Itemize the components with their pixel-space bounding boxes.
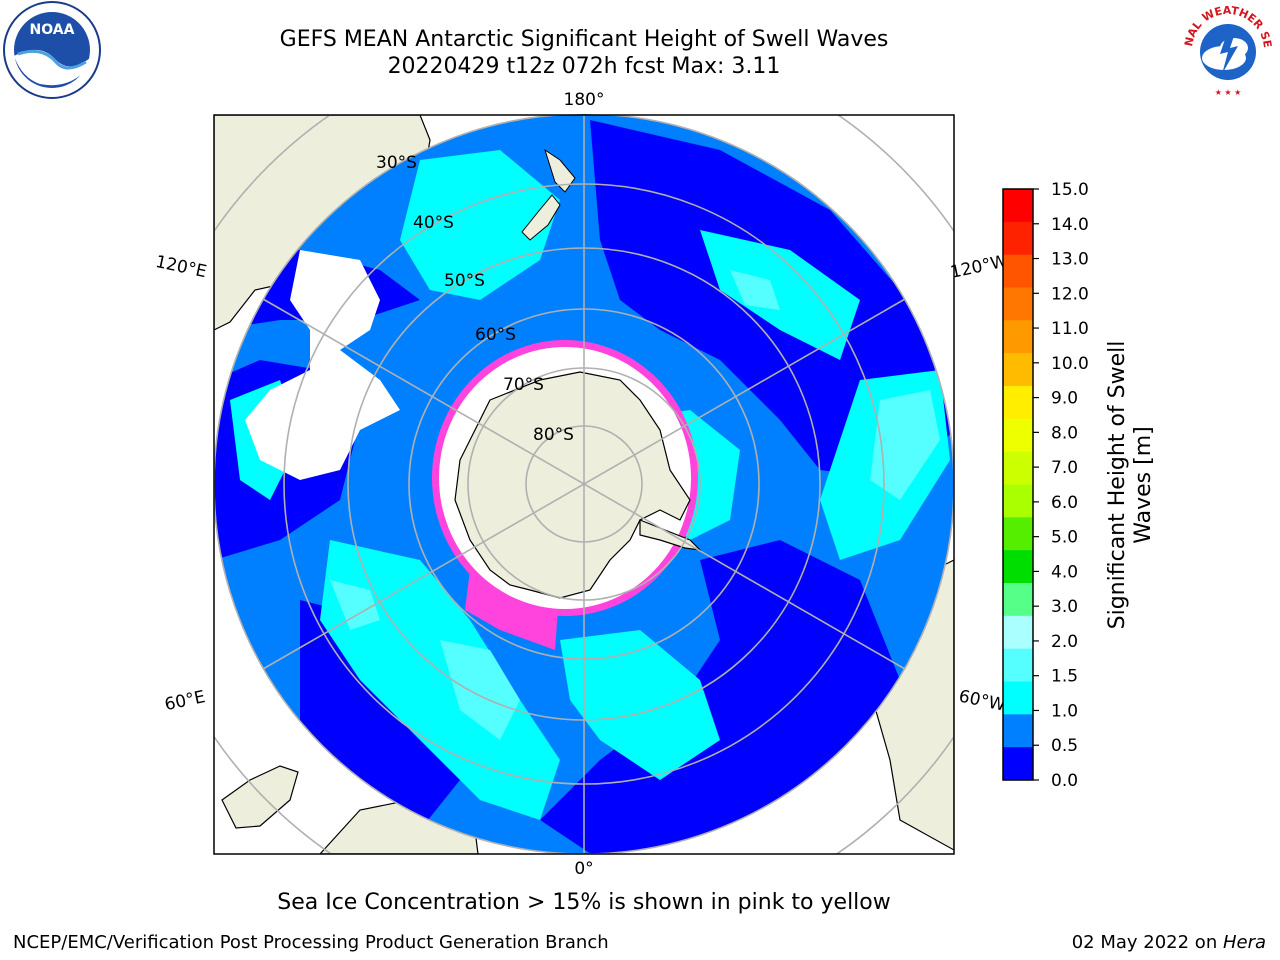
colorbar-tick-label: 4.0 [1051, 562, 1078, 582]
footer-date-text: 02 May 2022 on [1071, 932, 1223, 953]
colorbar-segment [1003, 418, 1033, 453]
colorbar-tick-label: 9.0 [1051, 389, 1078, 409]
colorbar-segment [1003, 747, 1033, 781]
colorbar-label-line2: Waves [m] [1131, 426, 1156, 543]
colorbar-segment [1003, 484, 1033, 518]
colorbar-tick-label: 15.0 [1051, 180, 1089, 200]
colorbar-tick-label: 2.0 [1051, 632, 1078, 652]
colorbar-segment [1003, 189, 1033, 223]
colorbar-tick-label: 14.0 [1051, 215, 1089, 235]
madagascar-landmass [221, 765, 299, 829]
latitude-label-30s: 30°S [376, 153, 417, 173]
footer-date: 02 May 2022 on Hera [1072, 932, 1266, 953]
colorbar-segment [1003, 254, 1033, 288]
colorbar-segment [1003, 287, 1033, 321]
antarctica-landmass [454, 371, 691, 599]
colorbar-tick-label: 11.0 [1051, 319, 1089, 339]
meridian-label-0: 0° [574, 859, 593, 879]
latitude-label-50s: 50°S [444, 271, 485, 291]
meridian-label-180: 180° [564, 90, 605, 110]
colorbar-segment [1003, 517, 1033, 551]
nws-logo: NATIONAL WEATHER SERVICE ★ ★ ★ [1178, 0, 1278, 100]
colorbar-tick-label: 7.0 [1051, 458, 1078, 478]
latitude-label-60s: 60°S [475, 325, 516, 345]
colorbar-tick-label: 6.0 [1051, 493, 1078, 513]
colorbar-segment [1003, 221, 1033, 256]
meridian-label-120e: 120°E [154, 252, 209, 282]
new-zealand-south-island [521, 194, 561, 241]
colorbar-tick-label: 8.0 [1051, 423, 1078, 443]
noaa-logo-text: NOAA [30, 22, 75, 38]
chart-title: GEFS MEAN Antarctic Significant Height o… [279, 27, 889, 52]
colorbar-frame [1002, 188, 1034, 781]
colorbar-label-line1: Significant Height of Swell [1105, 341, 1130, 630]
latitude-label-80s: 80°S [533, 425, 574, 445]
meridian-label-120w: 120°W [949, 251, 1010, 283]
map-frame [213, 114, 955, 855]
svg-text:★ ★ ★: ★ ★ ★ [1215, 88, 1242, 97]
meridian-label-60e: 60°E [163, 687, 207, 715]
footer-machine: Hera [1222, 932, 1266, 953]
chart-subtitle: 20220429 t12z 072h fcst Max: 3.11 [387, 54, 781, 79]
colorbar-segment [1003, 648, 1033, 682]
colorbar: 15.0 14.0 13.0 12.0 11.0 10.0 9.0 8.0 7.0 6.0 5.0 4… [1002, 180, 1089, 791]
colorbar-segment [1003, 681, 1033, 715]
noaa-logo: NOAA [0, 0, 104, 104]
colorbar-segment [1003, 451, 1033, 485]
colorbar-tick-label: 13.0 [1051, 250, 1089, 270]
graticule [214, 115, 954, 854]
colorbar-segment [1003, 320, 1033, 354]
colorbar-tick-label: 10.0 [1051, 354, 1089, 374]
swell-band-1-5-2-0 [330, 270, 940, 740]
colorbar-segment [1003, 550, 1033, 584]
colorbar-tick-label: 12.0 [1051, 284, 1089, 304]
colorbar-segment [1003, 583, 1033, 617]
sea-ice-note: Sea Ice Concentration > 15% is shown in … [277, 890, 891, 915]
colorbar-segment [1003, 714, 1033, 748]
meridian-label-60w: 60°W [957, 686, 1007, 715]
colorbar-tick-label: 3.0 [1051, 597, 1078, 617]
colorbar-segment [1003, 353, 1033, 387]
latitude-label-70s: 70°S [503, 375, 544, 395]
colorbar-tick-label: 0.5 [1051, 736, 1078, 756]
no-data-region [245, 250, 400, 480]
colorbar-tick-label: 1.0 [1051, 701, 1078, 721]
colorbar-tick-label: 5.0 [1051, 528, 1078, 548]
colorbar-segment [1003, 386, 1033, 420]
colorbar-tick-label: 0.0 [1051, 771, 1078, 791]
colorbar-tick-label: 1.5 [1051, 667, 1078, 687]
footer-producer: NCEP/EMC/Verification Post Processing Pr… [13, 932, 609, 953]
latitude-label-40s: 40°S [413, 213, 454, 233]
colorbar-segment [1003, 615, 1033, 650]
